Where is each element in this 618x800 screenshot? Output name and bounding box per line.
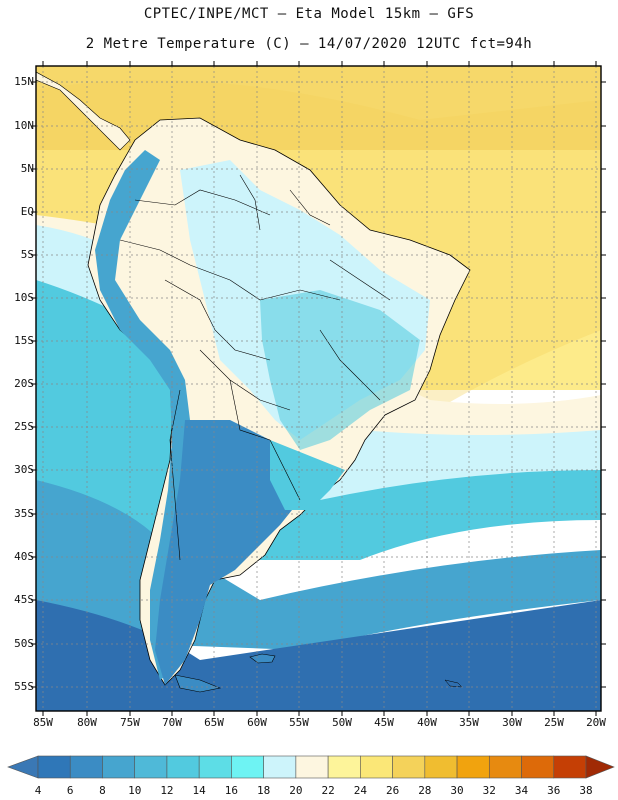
map-frame	[35, 65, 602, 712]
colorbar-label: 14	[192, 784, 206, 797]
lon-label: 65W	[204, 716, 224, 729]
lon-label: 30W	[502, 716, 522, 729]
lat-label: 25S	[14, 420, 34, 433]
colorbar-label: 34	[514, 784, 529, 797]
land-central-america	[36, 71, 131, 151]
colorbar-label: 36	[547, 784, 561, 797]
lat-label: 50S	[14, 637, 34, 650]
colorbar-label: 26	[385, 784, 400, 797]
colorbar-label: 18	[257, 784, 271, 797]
colorbar-swatch	[198, 755, 232, 779]
colorbar-swatch	[327, 755, 361, 779]
colorbar-swatch	[295, 755, 329, 779]
colorbar-label: 22	[321, 784, 335, 797]
lon-label: 60W	[247, 716, 267, 729]
colorbar-label: 8	[99, 784, 106, 797]
lat-label: 55S	[14, 680, 34, 693]
colorbar-swatch	[360, 755, 393, 779]
lon-label: 40W	[417, 716, 437, 729]
lon-label: 70W	[162, 716, 182, 729]
colorbar-swatch	[231, 755, 264, 779]
lon-label: 20W	[586, 716, 606, 729]
colorbar-label: 32	[482, 784, 496, 797]
colorbar-swatch	[488, 755, 522, 779]
country-borders	[119, 174, 391, 561]
lat-label: 15S	[14, 334, 34, 347]
land-southeast	[270, 440, 345, 510]
map-title-line2: 2 Metre Temperature (C) – 14/07/2020 12U…	[85, 36, 533, 52]
colorbar-label: 38	[579, 784, 593, 797]
lon-label: 80W	[77, 716, 97, 729]
lat-label: 30S	[14, 463, 34, 476]
colorbar-arrow-high	[585, 755, 615, 779]
land-patagonia	[155, 420, 300, 685]
colorbar-label: 12	[160, 784, 174, 797]
colorbar-label: 28	[418, 784, 432, 797]
colorbar-label: 24	[353, 784, 367, 797]
lat-label: 15N	[14, 75, 34, 88]
lat-label: 45S	[14, 593, 34, 606]
colorbar-swatch	[456, 755, 490, 779]
lat-label: 10S	[14, 291, 34, 304]
colorbar-label: 30	[450, 784, 464, 797]
lon-label: 45W	[374, 716, 394, 729]
land-brazil-cool	[260, 290, 420, 450]
colorbar-arrow-low	[7, 755, 39, 779]
lon-label: 75W	[120, 716, 140, 729]
lon-label: 25W	[544, 716, 564, 729]
ocean-colder	[36, 600, 601, 711]
colorbar-swatch	[37, 755, 71, 779]
lon-label: 50W	[332, 716, 352, 729]
colorbar-label: 6	[66, 784, 74, 797]
lat-label: 35S	[14, 507, 34, 520]
colorbar-swatch	[553, 755, 587, 779]
colorbar-swatch	[263, 755, 297, 779]
lat-label: 20S	[14, 377, 34, 390]
colorbar-label: 4	[34, 784, 42, 797]
graticule	[36, 66, 601, 711]
map-title-line1: CPTEC/INPE/MCT – Eta Model 15km – GFS	[143, 6, 475, 22]
lat-label: 5N	[20, 162, 34, 175]
lat-label: 5S	[20, 248, 34, 261]
colorbar-label: 16	[224, 784, 239, 797]
temperature-field	[36, 66, 601, 711]
colorbar-swatch	[392, 755, 426, 779]
lat-label: 40S	[14, 550, 34, 563]
colorbar-swatch	[521, 755, 555, 779]
colorbar-swatch	[69, 755, 103, 779]
colorbar-swatch	[102, 755, 136, 779]
lat-label: EQ	[20, 205, 34, 218]
colorbar-swatch	[134, 755, 168, 779]
colorbar-swatch	[424, 755, 458, 779]
lon-label: 85W	[33, 716, 53, 729]
colorbar-label: 10	[128, 784, 142, 797]
land-tierra-del-fuego	[174, 674, 222, 693]
axis-ticks	[31, 61, 606, 716]
colorbar-label: 20	[289, 784, 303, 797]
lon-label: 55W	[289, 716, 309, 729]
colorbar	[7, 755, 615, 779]
lon-label: 35W	[459, 716, 479, 729]
colorbar-swatch	[166, 755, 200, 779]
lat-label: 10N	[14, 119, 34, 132]
